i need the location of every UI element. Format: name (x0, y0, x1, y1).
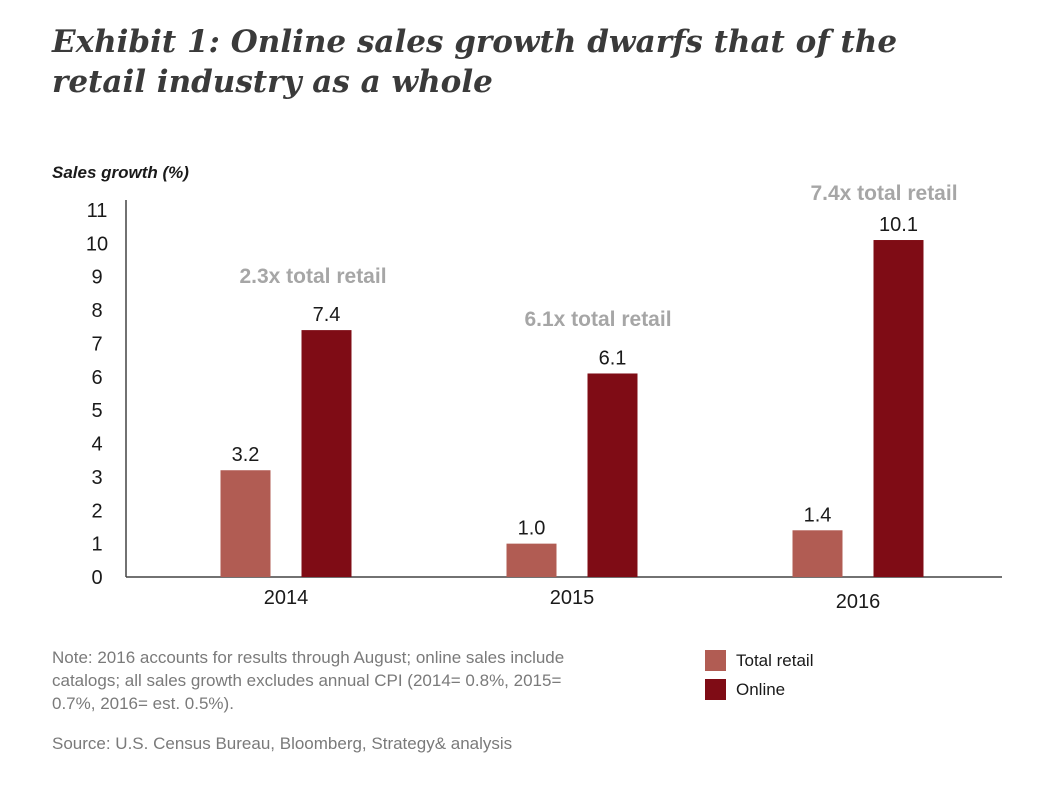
y-axis-label: Sales growth (%) (52, 163, 189, 182)
y-tick-label-11: 11 (87, 200, 108, 222)
chart-source: Source: U.S. Census Bureau, Bloomberg, S… (52, 734, 513, 753)
legend-item-total-retail: Total retail (705, 646, 813, 675)
legend-swatch-online (705, 679, 726, 700)
y-tick-label-3: 3 (91, 467, 102, 489)
chart-title: Exhibit 1: Online sales growth dwarfs th… (52, 24, 898, 100)
y-tick-label-0: 0 (91, 567, 102, 589)
y-tick-label-2: 2 (91, 500, 102, 522)
data-label-total-retail-2016: 1.4 (804, 504, 832, 526)
data-label-online-2015: 6.1 (599, 347, 627, 369)
legend-label-total-retail: Total retail (736, 650, 814, 670)
data-label-online-2016: 10.1 (879, 214, 918, 236)
data-label-total-retail-2014: 3.2 (232, 444, 260, 466)
x-tick-label-2015: 2015 (550, 587, 595, 609)
y-tick-label-10: 10 (86, 233, 108, 255)
multiplier-annotation-2016: 7.4x total retail (810, 182, 957, 205)
bar-online-2016 (873, 240, 924, 577)
bar-chart: 0 1 2 3 4 5 6 7 8 9 10 11 3.2 7.4 2014 1.0 6.1 2015 1.4 10… (86, 182, 1002, 613)
y-tick-label-4: 4 (91, 434, 102, 456)
data-label-online-2014: 7.4 (313, 304, 341, 326)
chart-bars (220, 240, 924, 577)
y-tick-label-1: 1 (91, 534, 102, 556)
y-tick-label-9: 9 (91, 267, 102, 289)
data-label-total-retail-2015: 1.0 (518, 518, 546, 540)
chart-axes: 0 1 2 3 4 5 6 7 8 9 10 11 (86, 200, 1002, 589)
x-tick-label-2014: 2014 (264, 587, 309, 609)
multiplier-annotation-2014: 2.3x total retail (239, 265, 386, 288)
y-tick-label-7: 7 (91, 333, 102, 355)
legend-item-online: Online (705, 675, 813, 704)
chart-labels: 3.2 7.4 2014 1.0 6.1 2015 1.4 10.1 2016 2.3x tota… (232, 182, 958, 613)
y-tick-label-5: 5 (91, 400, 102, 422)
bar-total-retail-2016 (792, 530, 843, 577)
bar-total-retail-2014 (220, 470, 271, 577)
chart-note: Note: 2016 accounts for results through … (52, 648, 565, 713)
bar-online-2015 (587, 373, 638, 577)
y-tick-label-6: 6 (91, 367, 102, 389)
bar-total-retail-2015 (506, 543, 557, 577)
x-tick-label-2016: 2016 (836, 591, 881, 613)
legend-swatch-total-retail (705, 650, 726, 671)
legend-label-online: Online (736, 679, 786, 699)
bar-online-2014 (301, 330, 352, 577)
y-tick-label-8: 8 (91, 300, 102, 322)
multiplier-annotation-2015: 6.1x total retail (524, 308, 671, 331)
chart-legend: Total retail Online (705, 646, 813, 704)
